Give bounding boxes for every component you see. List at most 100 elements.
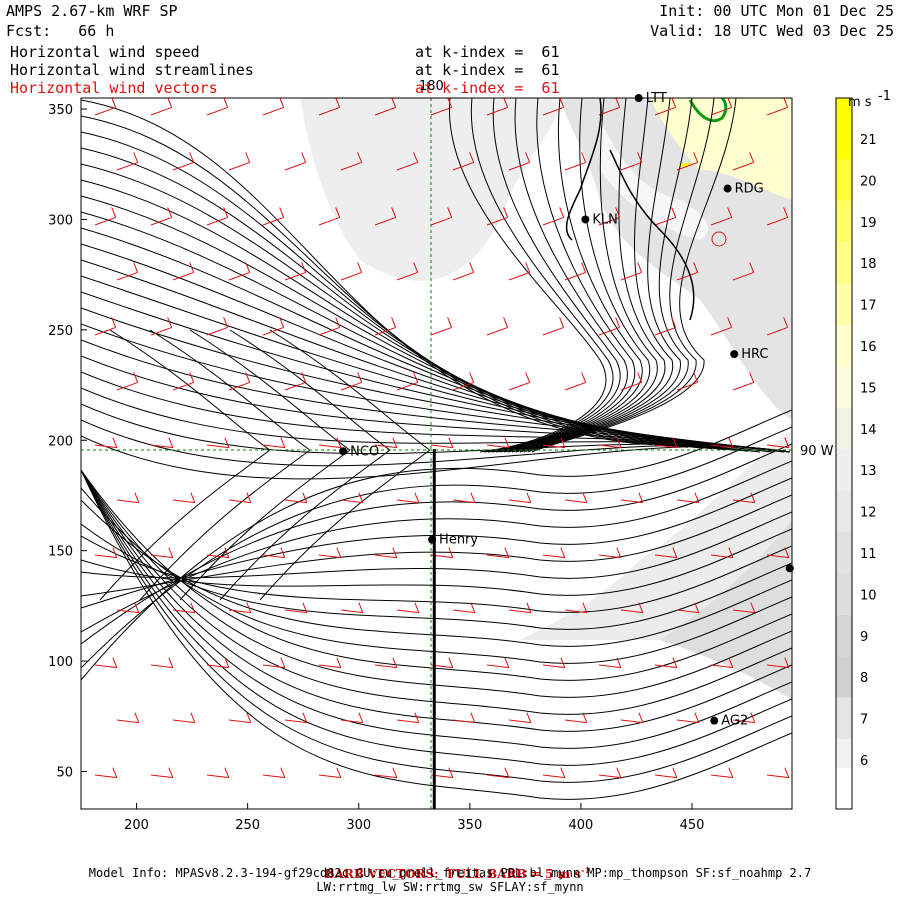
wind-barb-shaft xyxy=(732,381,754,391)
wind-barb-flag xyxy=(246,602,252,613)
wind-barb-flag xyxy=(448,437,454,448)
wind-barb-shaft xyxy=(318,554,341,559)
wind-barb-flag xyxy=(503,98,509,108)
streamline xyxy=(519,98,681,453)
wind-barb-shaft xyxy=(564,381,586,391)
wind-barb-flag xyxy=(750,492,756,503)
barb-note-line: BARB VECTORS: FULL BARB = 5 m s-1 xyxy=(0,849,900,881)
parallel-label: 90 W xyxy=(800,444,834,459)
streamline xyxy=(523,98,693,453)
colorbar-level: 21 xyxy=(860,133,877,148)
colorbar-cell xyxy=(836,159,852,201)
wind-barb-shaft xyxy=(206,216,228,226)
wind-barb-shaft xyxy=(396,499,419,504)
wind-barb-flag xyxy=(672,437,678,448)
streamline xyxy=(81,511,792,579)
station-label: Henry xyxy=(439,533,478,548)
wind-barb-flag xyxy=(560,437,566,448)
wind-barb-flag xyxy=(358,602,364,613)
wind-barb-flag xyxy=(167,207,173,218)
wind-barb-flag xyxy=(504,437,510,448)
wind-barb-flag xyxy=(223,98,229,108)
wind-barb-flag xyxy=(559,98,565,108)
wind-barb-shaft xyxy=(228,609,251,614)
y-tick-label: 150 xyxy=(48,545,73,560)
wind-barb-flag xyxy=(245,372,251,383)
wind-barb-flag xyxy=(525,262,531,273)
forecast-hour: Fcst: 66 h xyxy=(6,22,115,40)
valid-time: Valid: 18 UTC Wed 03 Dec 25 xyxy=(650,22,894,40)
wind-barb-flag xyxy=(616,437,622,448)
wind-barb-flag xyxy=(301,152,307,163)
wind-barb-flag xyxy=(784,767,790,778)
wind-barb-flag xyxy=(503,207,509,218)
streamline xyxy=(81,387,791,453)
wind-barb-shaft xyxy=(620,271,642,281)
wind-barb-shaft xyxy=(486,326,508,336)
wind-barb-flag xyxy=(637,372,643,383)
wind-barb-shaft xyxy=(172,271,194,281)
streamline xyxy=(81,469,792,766)
wind-speed-shading-north xyxy=(300,98,560,281)
streamline xyxy=(81,323,791,453)
wind-barb-shaft xyxy=(766,554,789,559)
x-tick-label: 400 xyxy=(569,818,594,833)
wind-barb-flag xyxy=(728,767,734,778)
colorbar-level: 10 xyxy=(860,588,877,603)
wind-barb-flag xyxy=(167,317,173,328)
wind-barb-flag xyxy=(246,492,252,503)
wind-barb-flag xyxy=(672,547,678,558)
streamline xyxy=(81,371,791,453)
streamline xyxy=(81,469,792,732)
wind-barb-shaft xyxy=(228,719,251,724)
wind-barb-shaft xyxy=(262,106,284,116)
wind-barb-flag xyxy=(301,262,307,273)
wind-barb-shaft xyxy=(676,499,699,504)
wind-barb-flag xyxy=(525,152,531,163)
wind-barb-shaft xyxy=(486,216,508,226)
wind-barb-flag xyxy=(302,492,308,503)
wind-barb-flag xyxy=(693,152,699,163)
wind-barb-shaft xyxy=(710,326,732,336)
streamline xyxy=(81,435,791,480)
wind-barb-flag xyxy=(168,547,174,558)
wind-barb-flag xyxy=(112,547,118,558)
wind-barb-flag xyxy=(694,712,700,723)
wind-barb-flag xyxy=(189,152,195,163)
colorbar-unit: m s xyxy=(848,95,872,110)
wind-barb-flag xyxy=(358,492,364,503)
field-level-vectors: at k-index = 61 xyxy=(415,79,560,97)
wind-barbs xyxy=(94,98,790,779)
wind-barb-shaft xyxy=(374,216,396,226)
wind-barb-flag xyxy=(357,262,363,273)
colorbar-level: 7 xyxy=(860,713,868,728)
wind-barb-shaft xyxy=(564,161,586,171)
wind-barb-flag xyxy=(727,317,733,328)
wind-barb-flag xyxy=(470,712,476,723)
wind-barb-flag xyxy=(391,317,397,328)
wind-barb-flag xyxy=(280,547,286,558)
wind-barb-flag xyxy=(615,98,621,108)
wind-barb-shaft xyxy=(150,774,173,779)
wind-barb-shaft xyxy=(318,664,341,669)
wind-barb-flag xyxy=(279,207,285,218)
y-tick-label: 200 xyxy=(48,434,73,449)
wind-barb-shaft xyxy=(654,326,676,336)
wind-barb-shaft xyxy=(228,161,250,171)
wind-barb-shaft xyxy=(396,609,419,614)
wind-barb-flag xyxy=(134,492,140,503)
station-label: NCO xyxy=(350,444,379,459)
wind-barb-shaft xyxy=(564,719,587,724)
wind-barb-shaft xyxy=(396,381,418,391)
colorbar-cell xyxy=(836,200,852,243)
wind-barb-flag xyxy=(111,98,117,108)
wind-barb-flag xyxy=(504,767,510,778)
colorbar-cell xyxy=(836,366,852,408)
wind-barb-shaft xyxy=(508,161,530,171)
wind-barb-flag xyxy=(469,372,475,383)
streamlines-south xyxy=(81,409,792,800)
wind-barb-flag xyxy=(694,492,700,503)
wind-barb-flag xyxy=(526,602,532,613)
colorbar-cell xyxy=(836,118,852,160)
wind-barb-shaft xyxy=(374,774,397,779)
